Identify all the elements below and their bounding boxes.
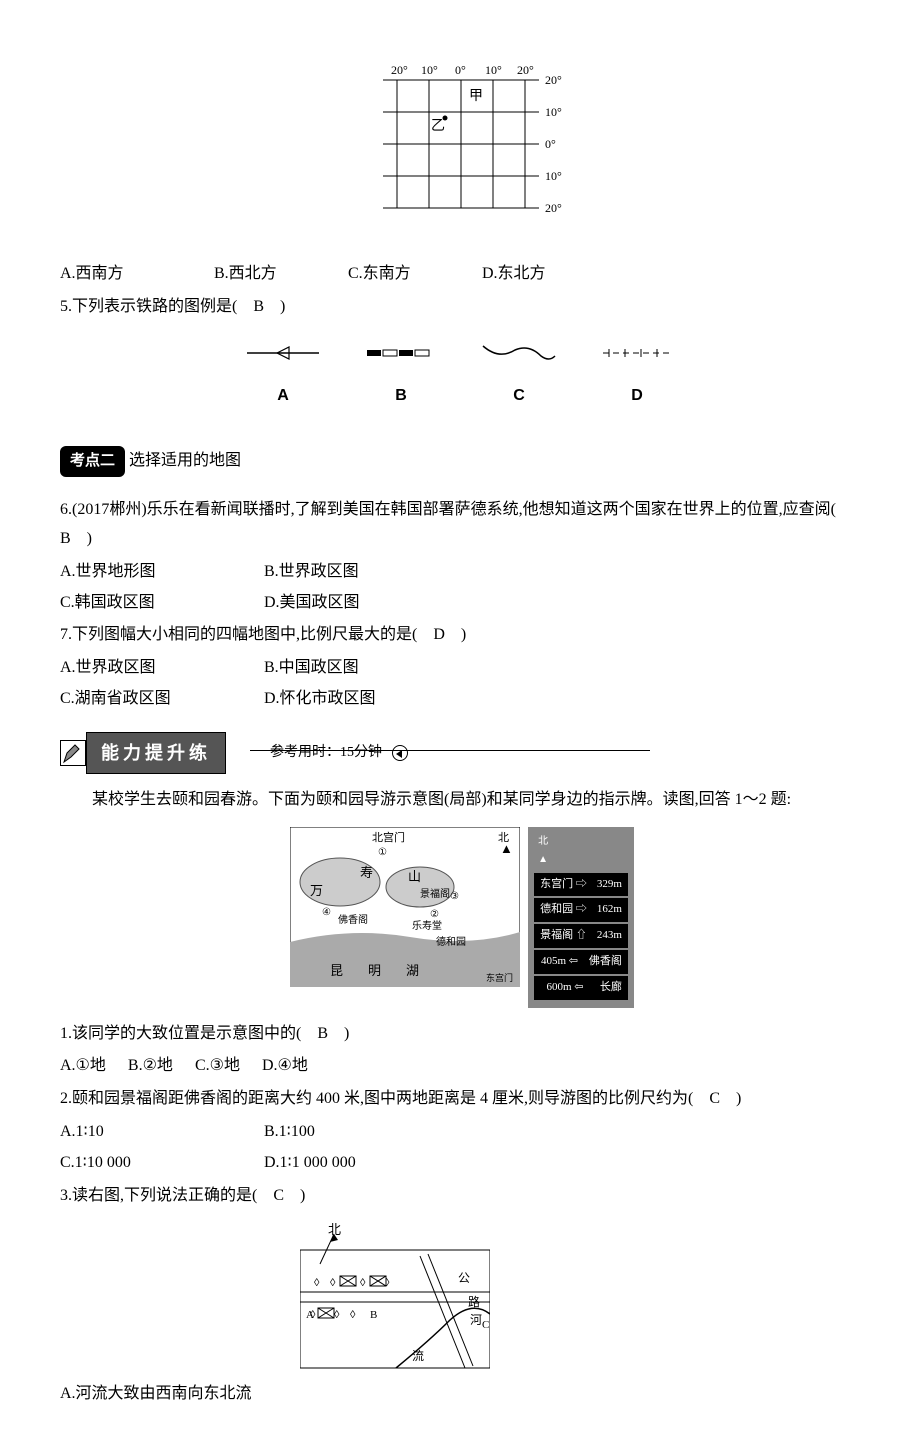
svg-text:①: ① bbox=[378, 847, 387, 858]
pq1-opt-c: C.③地 bbox=[195, 1052, 240, 1081]
pq3-opt-a: A.河流大致由西南向东北流 bbox=[60, 1380, 860, 1409]
x-label-0: 20° bbox=[391, 63, 408, 77]
legend-d-label: D bbox=[592, 382, 682, 411]
timer-icon bbox=[392, 745, 408, 761]
summer-palace-map: 北宫门 北 ▲ 万 寿 山 景福阁 佛香阁 乐寿堂 德和园 昆 明 湖 东宫门 … bbox=[290, 827, 520, 987]
svg-text:◊: ◊ bbox=[334, 1309, 340, 1321]
pq2-opt-d: D.1∶1 000 000 bbox=[264, 1149, 464, 1178]
legend-b-icon bbox=[361, 342, 441, 364]
section-2-title: 选择适用的地图 bbox=[129, 452, 241, 469]
map-and-sign: 北宫门 北 ▲ 万 寿 山 景福阁 佛香阁 乐寿堂 德和园 昆 明 湖 东宫门 … bbox=[60, 827, 860, 1008]
direction-sign: 北▲ 东宫门 ⇨329m 德和园 ⇨162m 景福阁 ⇧243m 405m ⇦佛… bbox=[528, 827, 634, 1008]
ability-label: 能力提升练 bbox=[86, 732, 226, 774]
lat-long-grid: 20° 10° 0° 10° 20° 20° 10° 0° 10° 20° 甲 … bbox=[345, 60, 575, 250]
pq1-opt-b: B.②地 bbox=[128, 1052, 173, 1081]
q7-text: 7.下列图幅大小相同的四幅地图中,比例尺最大的是( D ) bbox=[60, 621, 860, 650]
q5-text: 5.下列表示铁路的图例是( B ) bbox=[60, 293, 860, 322]
svg-text:公: 公 bbox=[458, 1271, 470, 1285]
pq1-opt-d: D.④地 bbox=[262, 1052, 308, 1081]
y-label-4: 20° bbox=[545, 201, 562, 215]
svg-text:③: ③ bbox=[450, 891, 459, 902]
svg-text:山: 山 bbox=[408, 869, 421, 884]
svg-text:河: 河 bbox=[470, 1313, 482, 1327]
q6-options: A.世界地形图 B.世界政区图 C.韩国政区图 D.美国政区图 bbox=[60, 558, 860, 618]
sign-row: 德和园 ⇨162m bbox=[534, 898, 628, 922]
pq1-opt-a: A.①地 bbox=[60, 1052, 106, 1081]
legend-d-icon bbox=[597, 342, 677, 364]
sign-row: 405m ⇦佛香阁 bbox=[534, 950, 628, 974]
q6-opt-c: C.韩国政区图 bbox=[60, 589, 260, 618]
y-label-1: 10° bbox=[545, 105, 562, 119]
q7-opt-a: A.世界政区图 bbox=[60, 654, 260, 683]
ability-banner: 能力提升练 参考用时：15分钟 bbox=[60, 732, 860, 768]
section-2-badge: 考点二 bbox=[60, 446, 125, 477]
q7-opt-d: D.怀化市政区图 bbox=[264, 685, 464, 714]
x-label-4: 20° bbox=[517, 63, 534, 77]
pq1-options: A.①地 B.②地 C.③地 D.④地 bbox=[60, 1052, 860, 1081]
legend-c-icon bbox=[479, 342, 559, 364]
q6-opt-d: D.美国政区图 bbox=[264, 589, 464, 618]
pq2-options: A.1∶10 B.1∶100 C.1∶10 000 D.1∶1 000 000 bbox=[60, 1118, 860, 1178]
svg-text:◊: ◊ bbox=[350, 1309, 356, 1321]
q6-text: 6.(2017郴州)乐乐在看新闻联播时,了解到美国在韩国部署萨德系统,他想知道这… bbox=[60, 496, 860, 554]
pq2-opt-c: C.1∶10 000 bbox=[60, 1149, 260, 1178]
x-label-1: 10° bbox=[421, 63, 438, 77]
svg-text:景福阁: 景福阁 bbox=[420, 887, 450, 900]
pq1-text: 1.该同学的大致位置是示意图中的( B ) bbox=[60, 1020, 860, 1049]
legend-a-label: A bbox=[238, 382, 328, 411]
legend-a-icon bbox=[243, 342, 323, 364]
svg-text:昆 明 湖: 昆 明 湖 bbox=[330, 963, 425, 978]
sign-row: 景福阁 ⇧243m bbox=[534, 924, 628, 948]
q4-opt-a: A.西南方 bbox=[60, 260, 210, 289]
q6-opt-a: A.世界地形图 bbox=[60, 558, 260, 587]
x-label-2: 0° bbox=[455, 63, 466, 77]
svg-text:万: 万 bbox=[310, 883, 323, 898]
legend-symbols: A B C D bbox=[60, 342, 860, 412]
x-label-3: 10° bbox=[485, 63, 502, 77]
svg-text:▲: ▲ bbox=[500, 841, 513, 856]
y-label-2: 0° bbox=[545, 137, 556, 151]
svg-text:②: ② bbox=[430, 909, 439, 920]
q7-opt-b: B.中国政区图 bbox=[264, 654, 464, 683]
svg-text:◊: ◊ bbox=[360, 1277, 366, 1289]
svg-text:北宫门: 北宫门 bbox=[372, 830, 405, 844]
svg-text:C: C bbox=[482, 1319, 489, 1331]
q4-opt-c: C.东南方 bbox=[348, 260, 478, 289]
svg-text:东宫门: 东宫门 bbox=[486, 972, 513, 983]
q4-opt-d: D.东北方 bbox=[482, 260, 612, 289]
svg-text:佛香阁: 佛香阁 bbox=[338, 913, 368, 926]
sign-row: 600m ⇦长廊 bbox=[534, 976, 628, 1000]
svg-text:④: ④ bbox=[322, 907, 331, 918]
legend-c-label: C bbox=[474, 382, 564, 411]
pq2-text: 2.颐和园景福阁距佛香阁的距离大约 400 米,图中两地距离是 4 厘米,则导游… bbox=[60, 1085, 860, 1114]
svg-text:寿: 寿 bbox=[360, 865, 373, 880]
legend-b-label: B bbox=[356, 382, 446, 411]
pq3-text: 3.读右图,下列说法正确的是( C ) bbox=[60, 1182, 860, 1211]
point-yi: 乙 bbox=[431, 118, 445, 134]
passage-1: 某校学生去颐和园春游。下面为颐和园导游示意图(局部)和某同学身边的指示牌。读图,… bbox=[60, 786, 860, 815]
y-label-0: 20° bbox=[545, 73, 562, 87]
q7-opt-c: C.湖南省政区图 bbox=[60, 685, 260, 714]
pencil-icon bbox=[60, 740, 86, 766]
svg-text:B: B bbox=[370, 1309, 377, 1321]
pq2-opt-b: B.1∶100 bbox=[264, 1118, 464, 1147]
svg-text:流: 流 bbox=[412, 1349, 424, 1363]
svg-text:德和园: 德和园 bbox=[436, 935, 466, 948]
point-jia: 甲 bbox=[469, 89, 483, 104]
y-label-3: 10° bbox=[545, 169, 562, 183]
svg-text:乐寿堂: 乐寿堂 bbox=[412, 919, 442, 932]
q4-options: A.西南方 B.西北方 C.东南方 D.东北方 bbox=[60, 260, 860, 289]
svg-text:◊: ◊ bbox=[330, 1277, 336, 1289]
q7-options: A.世界政区图 B.中国政区图 C.湖南省政区图 D.怀化市政区图 bbox=[60, 654, 860, 714]
q4-opt-b: B.西北方 bbox=[214, 260, 344, 289]
pq2-opt-a: A.1∶10 bbox=[60, 1118, 260, 1147]
river-road-diagram: 北 公 路 河 流 ◊◊◊◊ ◊◊◊ A B C bbox=[300, 1220, 490, 1370]
ability-time: 参考用时：15分钟 bbox=[270, 740, 382, 765]
q6-opt-b: B.世界政区图 bbox=[264, 558, 464, 587]
svg-text:A: A bbox=[306, 1309, 314, 1321]
svg-text:◊: ◊ bbox=[314, 1277, 320, 1289]
svg-text:北: 北 bbox=[328, 1222, 341, 1237]
sign-row: 东宫门 ⇨329m bbox=[534, 873, 628, 897]
